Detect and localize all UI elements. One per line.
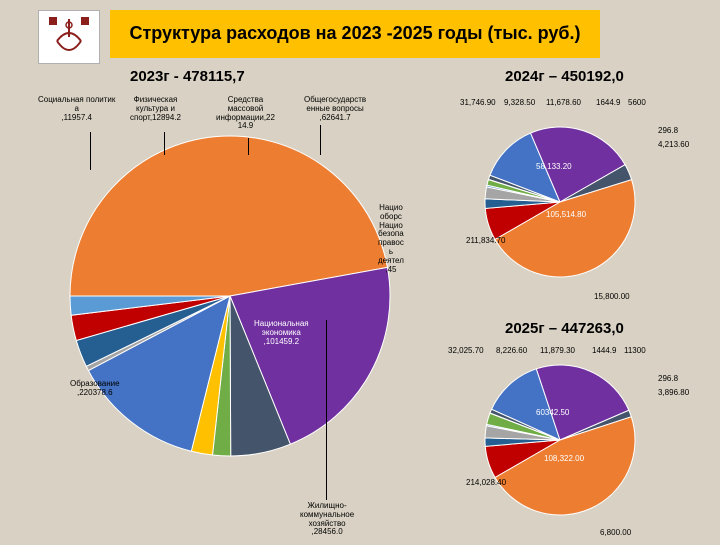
- slice-label-y2025-10: 214,028.40: [466, 478, 506, 487]
- leader-main-7: [164, 132, 165, 155]
- slice-label-main-7: Физическая культура и спорт,12894.2: [130, 96, 181, 122]
- leader-main-2: [326, 320, 327, 500]
- slice-label-y2024-9: 15,800.00: [594, 292, 630, 301]
- slice-label-y2024-3: 1644.9: [596, 98, 620, 107]
- leader-main-6: [248, 138, 249, 155]
- pie-y2024: [430, 92, 710, 312]
- slice-label-y2025-6: 3,896.80: [658, 388, 689, 397]
- slice-label-y2025-9: 6,800.00: [600, 528, 631, 537]
- slice-label-y2024-1: 9,328.50: [504, 98, 535, 107]
- slice-label-y2025-2: 11,879.30: [540, 346, 575, 355]
- slice-label-main-6: Средства массовой информации,22 14.9: [216, 96, 275, 131]
- slice-label-main-2: Жилищно- коммунальное хозяйство ,28456.0: [300, 502, 354, 537]
- slice-label-y2024-8: 105,514.80: [546, 210, 586, 219]
- pie-title-y2025: 2025г – 447263,0: [505, 320, 624, 337]
- slice-label-y2025-3: 1444.9: [592, 346, 616, 355]
- slice-label-main-4: Нацио оборс Нацио безопа правос ь деятел…: [378, 204, 404, 274]
- slice-label-y2024-6: 4,213.60: [658, 140, 689, 149]
- slice-label-main-0: Образование ,220378.6: [70, 380, 120, 398]
- slice-label-y2025-0: 32,025.70: [448, 346, 484, 355]
- slice-label-y2024-0: 31,746.90: [460, 98, 496, 107]
- pie-title-main: 2023г - 478115,7: [130, 68, 245, 85]
- leader-main-5: [320, 125, 321, 155]
- slice-label-y2024-2: 11,678.60: [546, 98, 581, 107]
- slice-label-y2025-4: 11300: [624, 346, 646, 355]
- slice-label-y2025-7: 60342.50: [536, 408, 569, 417]
- slice-label-y2024-4: 5600: [628, 98, 646, 107]
- slice-main-0: [70, 136, 387, 296]
- slice-label-y2025-8: 108,322.00: [544, 454, 584, 463]
- leader-main-8: [90, 132, 91, 170]
- slice-label-main-8: Социальная политик а ,11957.4: [38, 96, 115, 122]
- pie-title-y2024: 2024г – 450192,0: [505, 68, 624, 85]
- slice-label-main-5: Общегосударств енные вопросы ,62641.7: [304, 96, 366, 122]
- slice-label-y2025-5: 296.8: [658, 374, 678, 383]
- pie-y2025: [430, 340, 710, 540]
- slice-label-y2024-10: 211,834.70: [466, 236, 505, 245]
- page-title: Структура расходов на 2023 -2025 годы (т…: [110, 10, 600, 58]
- slice-label-y2024-7: 58,133.20: [536, 162, 572, 171]
- pie-main: [40, 96, 420, 526]
- slice-label-y2025-1: 8,226.60: [496, 346, 527, 355]
- slice-label-main-1: Национальная экономика ,101459.2: [254, 320, 309, 346]
- slice-label-y2024-5: 296.8: [658, 126, 678, 135]
- crest-logo: [38, 10, 100, 64]
